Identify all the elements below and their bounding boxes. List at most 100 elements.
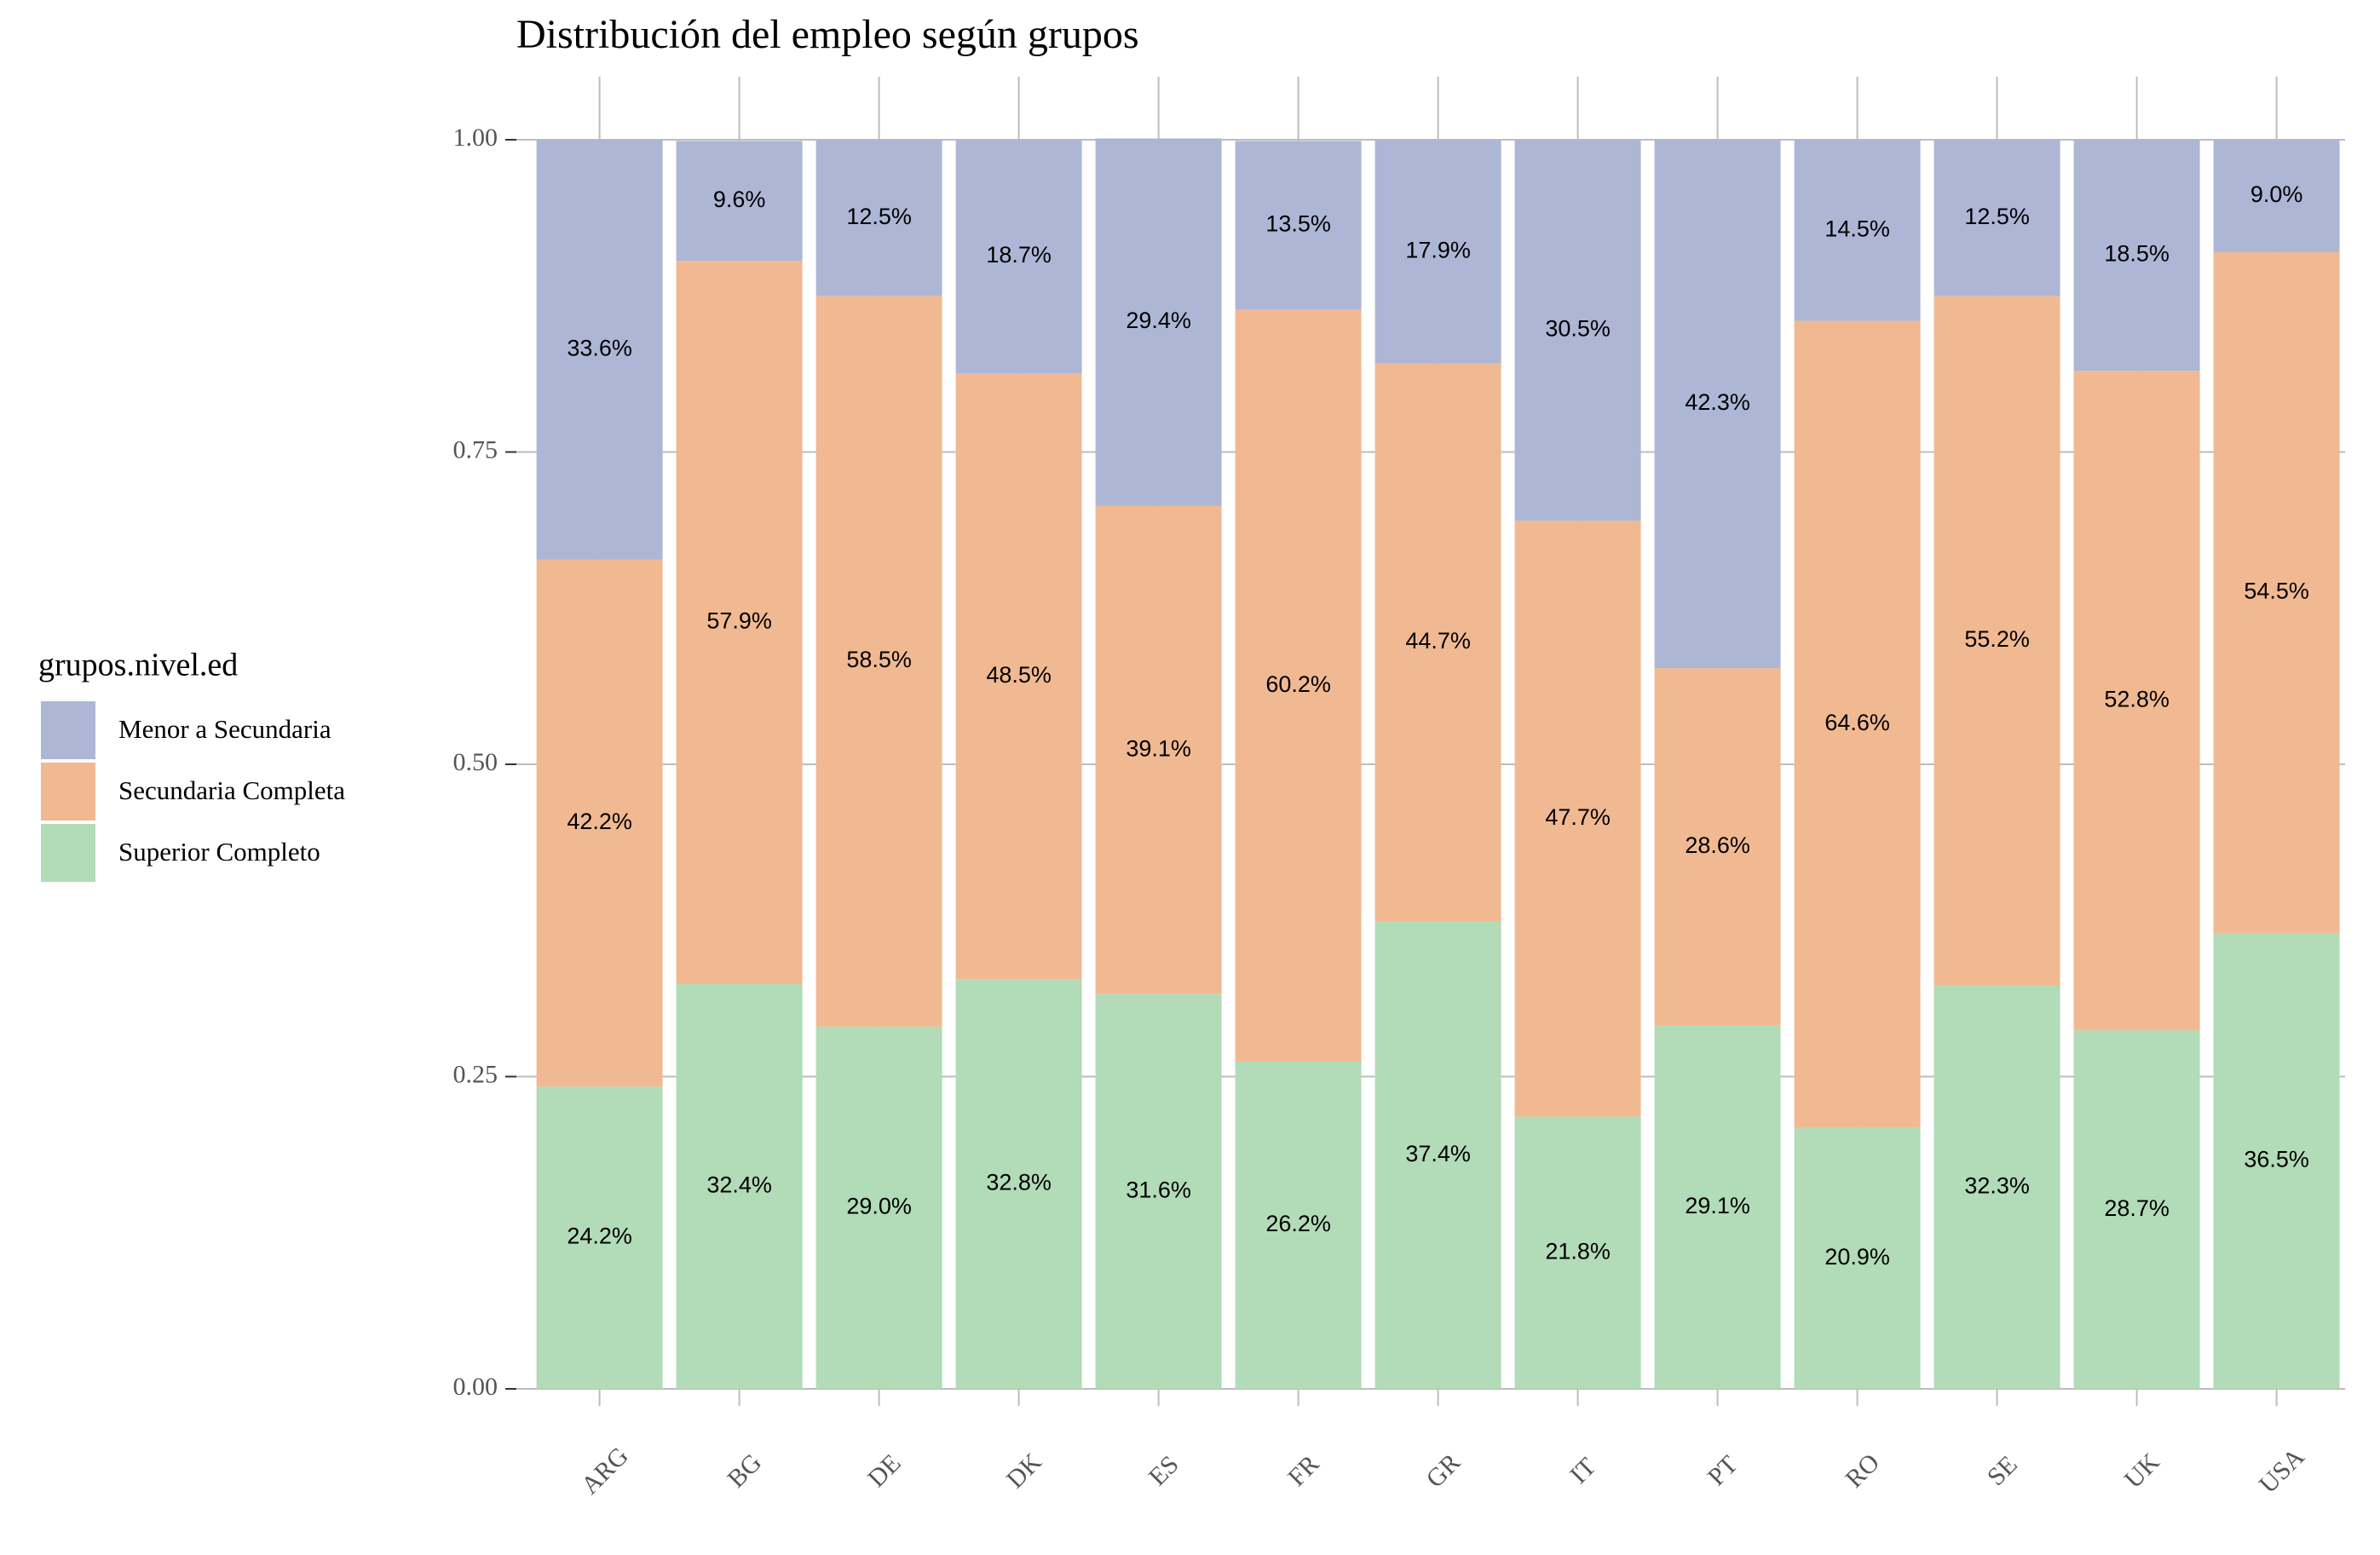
x-tick-label: ARG: [576, 1442, 634, 1500]
bar-segment: [1235, 309, 1362, 1062]
data-label: 12.5%: [846, 204, 912, 229]
bar-segment: [815, 296, 942, 1027]
bar-segment: [2073, 1030, 2200, 1389]
chart-title: Distribución del empleo según grupos: [516, 12, 1139, 57]
bar-segment: [1933, 140, 2060, 297]
bar-segment: [536, 559, 663, 1087]
bar-segment: [676, 261, 803, 985]
data-label: 12.5%: [1964, 204, 2030, 229]
data-label: 42.2%: [567, 809, 632, 834]
bar-segment: [1514, 140, 1641, 521]
bar-segment: [2073, 140, 2200, 371]
bar-segment: [1374, 921, 1501, 1389]
legend-key: [41, 763, 95, 821]
data-label: 64.6%: [1824, 710, 1890, 735]
data-label: 55.2%: [1964, 626, 2030, 652]
bar-segment: [1095, 138, 1222, 506]
x-tick-label: RO: [1840, 1448, 1885, 1494]
data-label: 29.4%: [1126, 308, 1191, 333]
data-label: 28.7%: [2104, 1195, 2170, 1221]
x-tick-label: SE: [1982, 1450, 2023, 1491]
data-label: 13.5%: [1265, 211, 1331, 237]
data-label: 47.7%: [1545, 804, 1611, 830]
data-label: 32.8%: [986, 1170, 1052, 1195]
bar-segment: [1374, 140, 1501, 364]
data-label: 32.4%: [706, 1172, 772, 1198]
data-label: 18.5%: [2104, 241, 2170, 267]
bar-segment: [1374, 363, 1501, 922]
x-tick-label: ES: [1144, 1450, 1184, 1491]
data-label: 30.5%: [1545, 316, 1611, 342]
data-label: 39.1%: [1126, 735, 1191, 761]
x-tick-label: PT: [1703, 1450, 1743, 1491]
data-label: 48.5%: [986, 662, 1052, 688]
bar-segment: [1654, 140, 1781, 669]
bar-segment: [1933, 985, 2060, 1389]
y-tick-label: 0.25: [453, 1060, 498, 1088]
data-label: 9.0%: [2250, 181, 2303, 207]
bar-segment: [2213, 932, 2340, 1389]
bar-segment: [1654, 1025, 1781, 1389]
bar-segment: [815, 140, 942, 297]
data-label: 29.1%: [1685, 1193, 1750, 1218]
data-label: 42.3%: [1685, 389, 1750, 415]
data-label: 28.6%: [1685, 832, 1750, 858]
bar-segment: [955, 373, 1082, 980]
bar-segment: [1794, 140, 1921, 321]
legend-key: [41, 701, 95, 759]
bar-segment: [1933, 296, 2060, 986]
x-tick-label: BG: [722, 1448, 767, 1494]
data-label: 60.2%: [1265, 671, 1331, 697]
y-tick-label: 0.50: [453, 748, 498, 776]
data-label: 14.5%: [1824, 216, 1890, 241]
data-label: 31.6%: [1126, 1177, 1191, 1202]
legend-key: [41, 824, 95, 882]
bar-segment: [1235, 141, 1362, 310]
y-tick-label: 1.00: [453, 124, 498, 152]
data-label: 52.8%: [2104, 686, 2170, 711]
bar-segment: [2213, 251, 2340, 933]
bar-segment: [1514, 521, 1641, 1117]
x-tick-label: FR: [1282, 1450, 1324, 1492]
x-tick-label: DK: [1001, 1448, 1047, 1494]
x-tick-label: USA: [2254, 1443, 2310, 1499]
data-label: 26.2%: [1265, 1211, 1331, 1236]
bar-segment: [676, 984, 803, 1389]
bar-segment: [1095, 993, 1222, 1389]
data-label: 17.9%: [1405, 237, 1471, 262]
bar-segment: [676, 141, 803, 262]
bar-segment: [955, 140, 1082, 374]
x-tick-label: IT: [1565, 1452, 1601, 1489]
data-label: 33.6%: [567, 335, 632, 360]
bar-segment: [536, 140, 663, 560]
legend-label: Secundaria Completa: [118, 775, 345, 805]
data-label: 21.8%: [1545, 1238, 1611, 1264]
legend-label: Superior Completo: [118, 837, 320, 867]
data-label: 20.9%: [1824, 1244, 1890, 1270]
data-label: 37.4%: [1405, 1141, 1471, 1166]
bar-segment: [1095, 505, 1222, 994]
data-label: 29.0%: [846, 1194, 912, 1219]
y-tick-label: 0.00: [453, 1373, 498, 1401]
bar-segment: [815, 1026, 942, 1389]
bar-segment: [1235, 1061, 1362, 1389]
legend-label: Menor a Secundaria: [118, 714, 331, 744]
y-tick-label: 0.75: [453, 435, 498, 464]
data-label: 9.6%: [713, 187, 766, 212]
bar-segment: [955, 979, 1082, 1389]
data-label: 36.5%: [2244, 1147, 2309, 1172]
bar-segment: [1654, 668, 1781, 1026]
data-label: 58.5%: [846, 647, 912, 672]
bar-segment: [2073, 371, 2200, 1031]
data-label: 32.3%: [1964, 1172, 2030, 1198]
bar-segment: [1514, 1116, 1641, 1389]
bar-segment: [1794, 320, 1921, 1128]
data-label: 24.2%: [567, 1224, 632, 1249]
bar-segment: [536, 1086, 663, 1389]
x-tick-label: DE: [862, 1448, 907, 1493]
data-label: 18.7%: [986, 242, 1052, 268]
data-label: 44.7%: [1405, 628, 1471, 654]
legend-title: grupos.nivel.ed: [38, 648, 238, 683]
bar-segment: [1794, 1127, 1921, 1389]
